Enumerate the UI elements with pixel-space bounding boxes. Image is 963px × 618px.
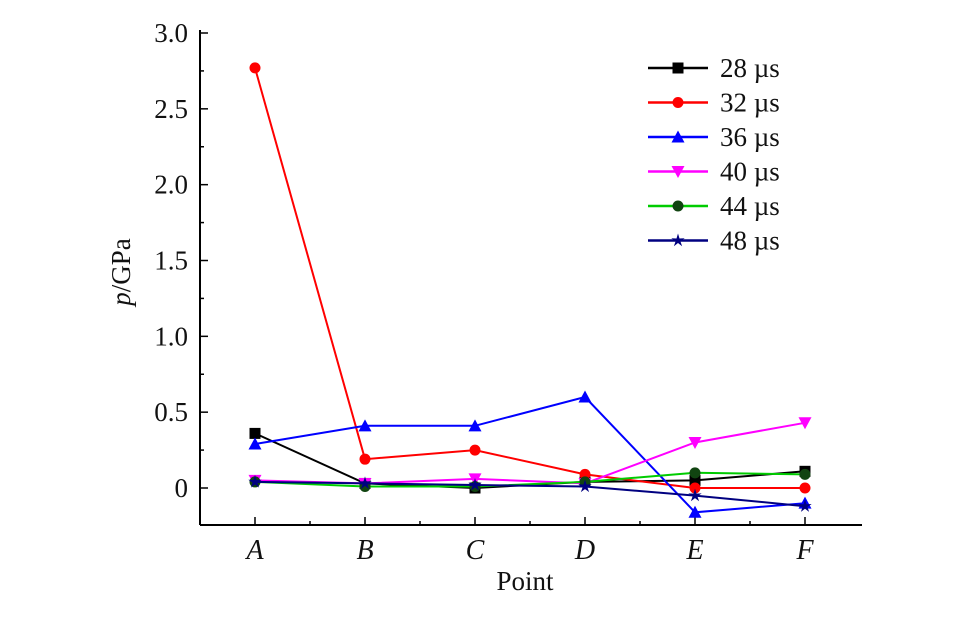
y-axis-title-unit: /GPa	[106, 238, 136, 292]
legend-marker	[671, 166, 685, 178]
data-point	[468, 478, 482, 491]
legend-item: 28 µs	[648, 53, 780, 83]
legend-item: 44 µs	[648, 191, 780, 221]
legend-marker	[672, 97, 684, 108]
legend-label: 28 µs	[720, 53, 780, 83]
data-point	[358, 476, 372, 490]
legend: 28 µs 32 µs 36 µs 40 µs 44 µs 48 µs	[648, 53, 780, 256]
series-line	[254, 480, 806, 508]
data-point	[799, 468, 811, 480]
y-tick-label: 3.0	[154, 18, 188, 48]
legend-item: 48 µs	[648, 226, 780, 256]
plot-area: 0 0.5 1.0 1.5 2.0 2.5 3.0 A B C D E F	[154, 18, 862, 566]
legend-label: 48 µs	[720, 226, 780, 256]
data-point	[358, 419, 372, 432]
data-point	[249, 427, 261, 439]
legend-label: 44 µs	[720, 191, 780, 221]
y-axis-title-variable: p	[106, 292, 136, 308]
y-tick-label: 2.5	[154, 94, 188, 124]
data-point	[359, 453, 371, 465]
series-line	[254, 471, 806, 488]
series-line	[254, 67, 805, 489]
legend-label: 32 µs	[720, 88, 780, 118]
x-tick-label: B	[356, 535, 373, 566]
data-point	[578, 479, 592, 493]
data-point	[249, 62, 261, 74]
data-point	[578, 390, 592, 403]
x-tick-label: E	[685, 535, 703, 566]
series-1	[249, 62, 811, 494]
data-point	[248, 437, 262, 450]
data-point	[688, 488, 702, 502]
series-layer	[248, 62, 812, 518]
y-axis-title: p/GPa	[106, 238, 136, 308]
series-3	[248, 417, 812, 490]
series-line	[254, 432, 806, 490]
y-tick-label: 0.5	[154, 397, 188, 427]
data-point	[689, 474, 701, 486]
data-point	[689, 482, 701, 494]
y-tick-label: 1.5	[154, 246, 188, 276]
data-point	[469, 444, 481, 456]
legend-marker	[672, 200, 684, 212]
data-point	[248, 474, 262, 488]
legend-label: 36 µs	[720, 122, 780, 152]
data-point	[689, 467, 701, 479]
x-axis-title: Point	[496, 566, 554, 596]
x-tick-label: F	[795, 535, 814, 566]
data-point	[798, 417, 812, 430]
legend-label: 40 µs	[720, 157, 780, 187]
data-point	[468, 419, 482, 432]
series-line	[254, 395, 806, 514]
legend-item: 40 µs	[648, 157, 780, 187]
legend-item: 36 µs	[648, 122, 780, 152]
legend-item: 32 µs	[648, 88, 780, 118]
series-2	[248, 390, 812, 518]
legend-marker	[671, 233, 685, 247]
data-point	[799, 482, 811, 494]
y-tick-label: 0	[175, 473, 189, 503]
data-point	[798, 499, 812, 512]
legend-marker	[672, 62, 684, 74]
series-5	[248, 474, 812, 512]
data-point	[579, 468, 591, 480]
x-tick-label: C	[466, 535, 485, 566]
x-tick-label: D	[574, 535, 595, 566]
data-point	[688, 505, 702, 518]
y-tick-label: 1.0	[154, 321, 188, 351]
x-tick-label: A	[244, 535, 264, 566]
data-point	[688, 437, 702, 449]
y-tick-label: 2.0	[154, 170, 188, 200]
legend-marker	[671, 130, 685, 143]
series-line	[254, 421, 806, 485]
